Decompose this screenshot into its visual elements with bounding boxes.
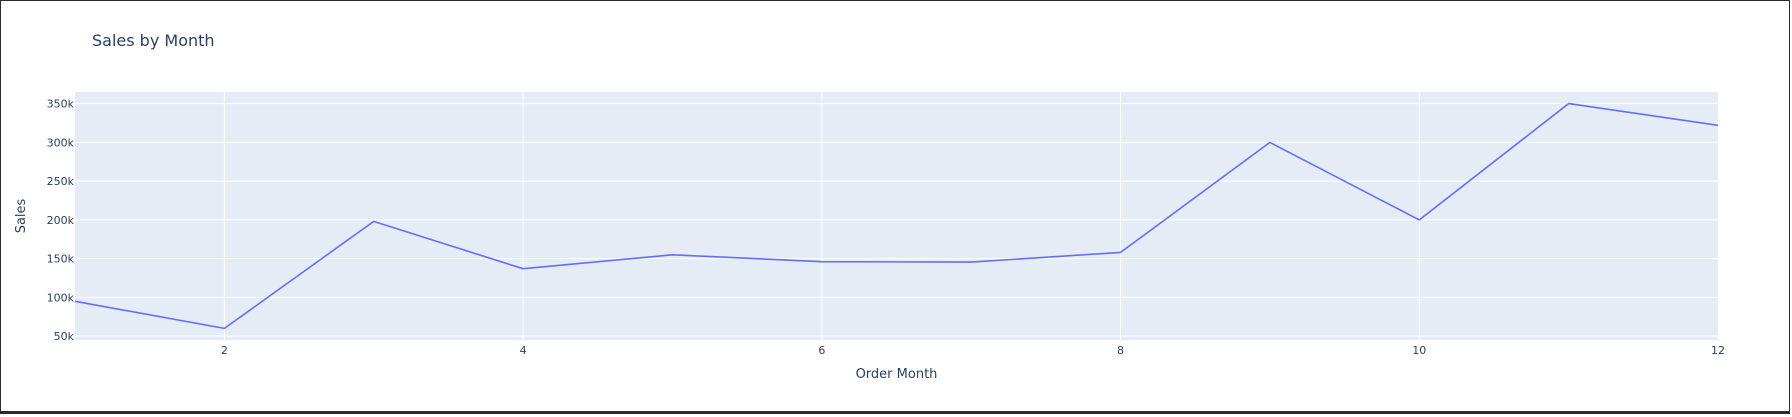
y-tick-label: 200k [47,214,75,227]
y-tick-label: 100k [47,291,75,304]
x-tick-label: 8 [1117,344,1124,357]
chart-title: Sales by Month [92,31,215,50]
x-tick-label: 2 [221,344,228,357]
y-axis-title: Sales [14,198,29,233]
x-tick-label: 4 [520,344,527,357]
y-axis-ticks: 50k 100k 150k 200k 250k 300k 350k [47,98,75,344]
x-tick-label: 6 [818,344,825,357]
y-tick-label: 250k [47,175,75,188]
y-tick-label: 50k [54,330,75,343]
x-tick-label: 12 [1711,344,1725,357]
y-tick-label: 150k [47,253,75,266]
y-tick-label: 300k [47,136,75,149]
gridlines [75,92,1718,340]
x-axis-title: Order Month [856,367,938,382]
series-line [74,102,1719,330]
x-axis-ticks: 2 4 6 8 10 12 [221,344,1725,357]
plot-area[interactable] [75,92,1718,340]
x-tick-label: 10 [1412,344,1426,357]
series-group [74,102,1719,330]
y-tick-label: 350k [47,98,75,111]
